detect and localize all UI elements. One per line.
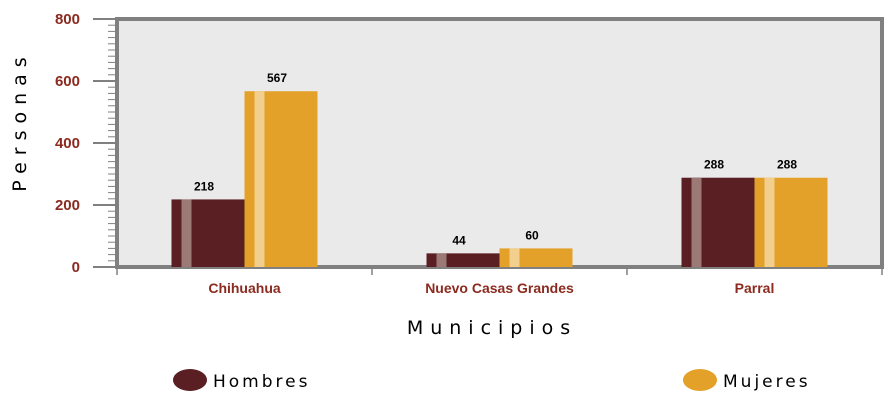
bar-highlight	[437, 253, 447, 267]
legend-label: Mujeres	[723, 372, 811, 392]
x-category-label: Chihuahua	[208, 280, 281, 296]
y-tick-label: 200	[55, 197, 80, 214]
y-axis-title: Personas	[9, 50, 31, 191]
bar-highlight	[182, 199, 192, 267]
y-tick-label: 800	[55, 11, 80, 28]
legend-item-mujeres: Mujeres	[683, 369, 811, 392]
bar-hombres	[427, 253, 500, 267]
data-label: 288	[777, 158, 797, 172]
data-label: 218	[194, 179, 214, 193]
bar-highlight	[765, 178, 775, 267]
legend-swatch-icon	[683, 369, 717, 391]
data-label: 60	[525, 228, 539, 242]
y-axis: 0 200 400 600 800	[55, 11, 117, 276]
legend-item-hombres: Hombres	[173, 369, 310, 392]
legend-swatch-icon	[173, 369, 207, 391]
bar-mujeres	[755, 178, 828, 267]
bar-highlight	[692, 178, 702, 267]
y-tick-label: 0	[72, 259, 80, 276]
legend-label: Hombres	[213, 372, 310, 392]
x-category-label: Nuevo Casas Grandes	[425, 280, 574, 296]
bar-mujeres	[245, 91, 318, 267]
bar-highlight	[510, 248, 520, 267]
data-label: 288	[704, 158, 724, 172]
bar-mujeres	[500, 248, 573, 267]
bar-highlight	[255, 91, 265, 267]
x-axis-title: Municipios	[407, 317, 577, 339]
x-category-label: Parral	[735, 280, 775, 296]
y-tick-label: 400	[55, 135, 80, 152]
bar-hombres	[682, 178, 755, 267]
y-tick-label: 600	[55, 73, 80, 90]
legend: Hombres Mujeres	[173, 369, 811, 392]
data-label: 44	[452, 233, 466, 247]
data-label: 567	[267, 71, 287, 85]
x-axis: Chihuahua Nuevo Casas Grandes Parral	[117, 267, 882, 296]
bar-hombres	[172, 199, 245, 267]
